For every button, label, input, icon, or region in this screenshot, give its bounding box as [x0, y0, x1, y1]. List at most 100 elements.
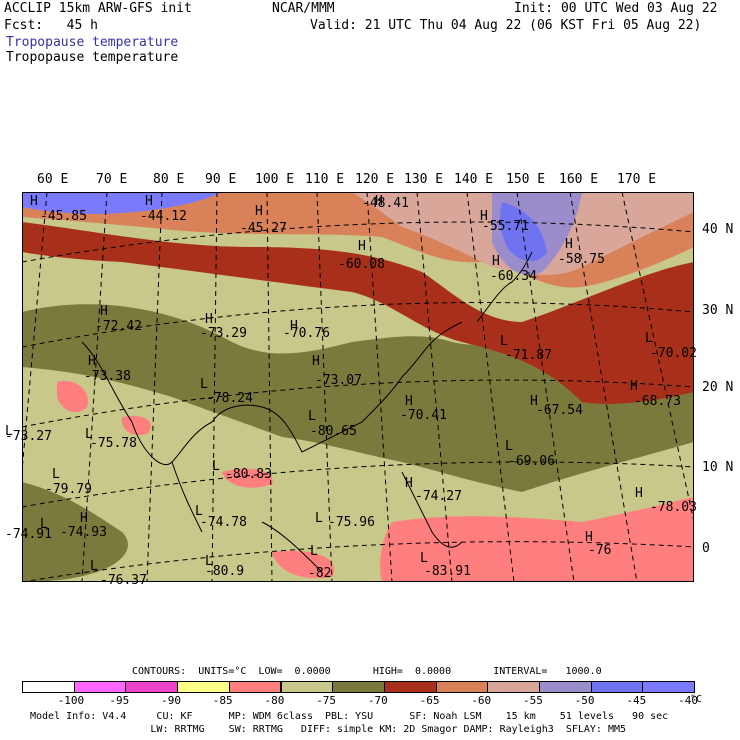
high-marker: H: [635, 486, 643, 501]
low-marker: L: [420, 551, 428, 566]
high-marker: H: [145, 194, 153, 209]
high-marker: H: [492, 254, 500, 269]
high-marker: H: [100, 304, 108, 319]
low-marker: L: [205, 554, 213, 569]
coastline: [81, 321, 463, 465]
shade-band-45: [499, 202, 547, 262]
colorbar-swatch: [435, 681, 489, 693]
lon-line: [366, 192, 393, 582]
map-frame: [22, 192, 694, 582]
colorbar-swatch: [73, 681, 127, 693]
low-marker: L: [645, 331, 653, 346]
temperature-value: -76.37: [100, 573, 147, 588]
lon-label: 130 E: [404, 172, 444, 187]
coastline: [171, 461, 203, 533]
colorbar-label: -40: [678, 694, 698, 707]
coastline: [476, 251, 533, 323]
lon-line: [22, 192, 48, 477]
colorbar-unit: °C: [690, 694, 703, 705]
high-marker: H: [375, 194, 383, 209]
low-marker: L: [90, 559, 98, 574]
shade-band-80-patch: [272, 550, 334, 579]
temperature-value: -76: [588, 543, 612, 558]
colorbar-label: -45: [626, 694, 647, 707]
colorbar-swatch: [228, 681, 282, 693]
temperature-value: -73.29: [200, 326, 247, 341]
temperature-value: -74.78: [200, 515, 247, 530]
lon-label: 100 E: [255, 172, 295, 187]
colorbar-swatch: [22, 681, 75, 693]
lat-label: 20 N: [702, 380, 734, 395]
lon-label: 120 E: [355, 172, 395, 187]
temperature-value: -78.24: [206, 391, 253, 406]
lon-line: [621, 192, 694, 523]
temperature-value: -45.85: [40, 209, 87, 224]
lon-label: 140 E: [454, 172, 494, 187]
colorbar-label: -55: [523, 694, 543, 707]
temperature-value: -70.02: [650, 346, 697, 361]
low-marker: L: [52, 467, 60, 482]
high-marker: H: [585, 530, 593, 545]
lon-line: [266, 192, 273, 582]
lon-label: 90 E: [205, 172, 237, 187]
colorbar-swatch: [539, 681, 592, 693]
temperature-value: -60.34: [490, 269, 537, 284]
temperature-value: -73.27: [5, 429, 52, 444]
field-title-contour: Tropopause temperature: [6, 50, 179, 65]
shade-band-80-patch: [57, 381, 88, 413]
model-info: Model Info: V4.4 CU: KF MP: WDM 6class P…: [30, 711, 669, 722]
temperature-value: -80.9: [205, 564, 245, 579]
lat-line: [22, 379, 694, 428]
high-marker: H: [405, 394, 413, 409]
low-marker: L: [308, 409, 316, 424]
lon-label: 110 E: [305, 172, 345, 187]
temperature-value: -75.96: [328, 515, 375, 530]
high-marker: H: [358, 239, 366, 254]
temperature-value: -58.75: [558, 252, 605, 267]
lat-label: 0: [702, 541, 710, 556]
temperature-value: -71.87: [505, 348, 552, 363]
model-title: ACCLIP 15km ARW-GFS init: [4, 1, 192, 16]
colorbar-swatch: [332, 681, 385, 693]
high-marker: H: [405, 476, 413, 491]
colorbar-label: -50: [574, 694, 595, 707]
lon-label: 80 E: [153, 172, 185, 187]
high-marker: H: [480, 209, 488, 224]
lon-line: [516, 192, 575, 582]
colorbar-label: -60: [471, 694, 492, 707]
lat-line: [22, 541, 694, 582]
temperature-value: -55.71: [482, 219, 529, 234]
high-marker: H: [565, 237, 573, 252]
temperature-value: -68.73: [634, 394, 681, 409]
temperature-value: -67.54: [536, 403, 583, 418]
high-marker: H: [205, 312, 213, 327]
temperature-value: -83.91: [424, 564, 471, 579]
colorbar-label: -70: [367, 694, 388, 707]
colorbar-swatch: [487, 681, 540, 693]
colorbar-swatch: [642, 681, 696, 693]
temperature-value: -70.41: [400, 408, 447, 423]
low-marker: L: [40, 517, 48, 532]
colorbar-label: -90: [161, 694, 181, 707]
temperature-value: -75.78: [90, 436, 137, 451]
low-marker: L: [310, 544, 318, 559]
coastline: [401, 471, 463, 548]
colorbar-label: -65: [419, 694, 440, 707]
colorbar-swatch: [125, 681, 179, 693]
lon-line: [211, 192, 218, 582]
high-marker: H: [312, 354, 320, 369]
high-marker: H: [255, 204, 263, 219]
shade-band-40: [22, 192, 222, 214]
high-marker: H: [80, 511, 88, 526]
low-marker: L: [5, 424, 13, 439]
valid-time: Valid: 21 UTC Thu 04 Aug 22 (06 KST Fri …: [310, 18, 702, 33]
low-marker: L: [212, 459, 220, 474]
high-marker: H: [88, 354, 96, 369]
temperature-value: -80.65: [310, 424, 357, 439]
physics-info: LW: RRTMG SW: RRTMG DIFF: simple KM: 2D …: [30, 724, 627, 735]
colorbar-swatch: [383, 681, 437, 693]
lon-label: 160 E: [559, 172, 599, 187]
temperature-value: -48.41: [362, 196, 409, 211]
forecast-hour: Fcst: 45 h: [4, 18, 98, 33]
temperature-value: -79.79: [45, 482, 92, 497]
